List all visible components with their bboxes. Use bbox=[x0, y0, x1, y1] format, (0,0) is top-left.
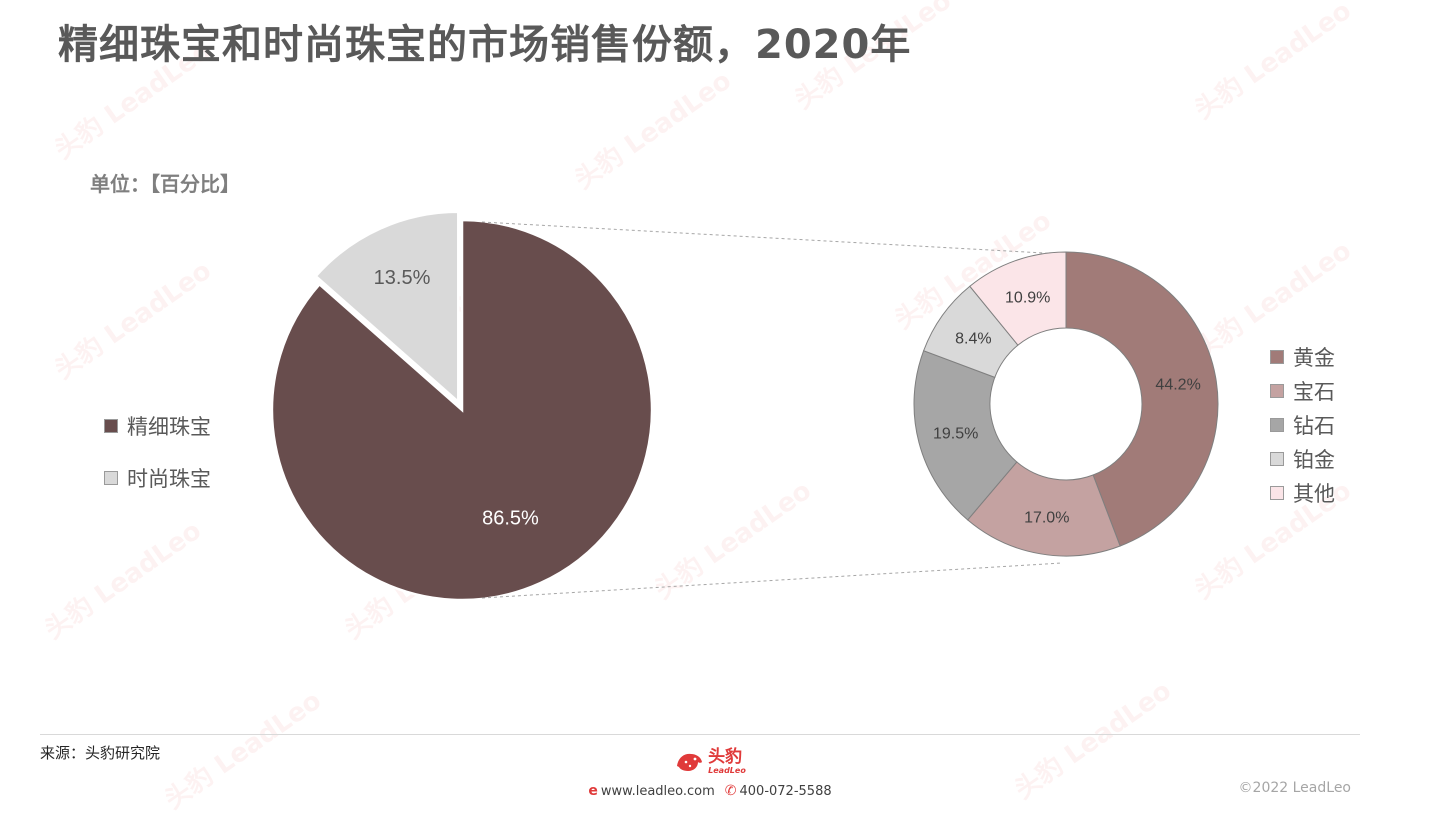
donut-data-label: 44.2% bbox=[1155, 376, 1200, 393]
pie-slice-1 bbox=[314, 210, 460, 405]
legend-swatch bbox=[1270, 486, 1284, 500]
page-title: 精细珠宝和时尚珠宝的市场销售份额，2020年 bbox=[58, 22, 912, 68]
legend-label: 时尚珠宝 bbox=[127, 467, 211, 491]
legend-label: 钻石 bbox=[1293, 414, 1335, 438]
connector-top bbox=[481, 221, 1063, 255]
donut-slice-0 bbox=[1065, 251, 1219, 547]
donut-slice-4 bbox=[969, 251, 1067, 346]
connector-bottom bbox=[481, 562, 1063, 599]
legend-label: 其他 bbox=[1293, 482, 1335, 506]
phone-icon: ✆ bbox=[724, 783, 737, 799]
donut-data-label: 19.5% bbox=[933, 426, 978, 443]
chart-area: 86.5% 13.5% 44.2% 17.0% 19.5% 8.4% 10.9% bbox=[270, 210, 1219, 602]
copyright: ©2022 LeadLeo bbox=[1238, 780, 1351, 796]
donut-legend-item: 宝石 bbox=[1270, 374, 1335, 408]
unit-label: 单位：【百分比】 bbox=[90, 172, 240, 196]
pie-data-label: 86.5% bbox=[482, 507, 539, 529]
website-link[interactable]: www.leadleo.com bbox=[600, 783, 715, 799]
pie-legend: 精细珠宝 时尚珠宝 bbox=[104, 400, 211, 504]
donut-legend-item: 钻石 bbox=[1270, 408, 1335, 442]
donut-data-label: 10.9% bbox=[1005, 290, 1050, 307]
pie-legend-item: 精细珠宝 bbox=[104, 400, 211, 452]
pie-data-label: 13.5% bbox=[374, 267, 431, 289]
leopard-logo-icon bbox=[677, 753, 703, 771]
footer-divider bbox=[40, 734, 1360, 735]
legend-swatch bbox=[1270, 384, 1284, 398]
donut-data-label: 17.0% bbox=[1024, 509, 1069, 526]
pie-legend-item: 时尚珠宝 bbox=[104, 452, 211, 504]
legend-swatch bbox=[104, 419, 118, 433]
web-icon: e bbox=[588, 783, 598, 799]
source-note: 来源：头豹研究院 bbox=[40, 744, 161, 762]
legend-label: 精细珠宝 bbox=[127, 415, 211, 439]
donut-slice-2 bbox=[913, 350, 1018, 521]
legend-swatch bbox=[1270, 418, 1284, 432]
footer-brand: 头豹 LeadLeo e www.leadleo.com ✆ 400-072-5… bbox=[580, 745, 840, 800]
donut-data-label: 8.4% bbox=[955, 331, 991, 348]
legend-swatch bbox=[1270, 452, 1284, 466]
legend-label: 宝石 bbox=[1293, 380, 1335, 404]
logo-cn: 头豹 bbox=[708, 747, 743, 767]
donut-legend: 黄金宝石钻石铂金其他 bbox=[1270, 340, 1335, 510]
logo: 头豹 LeadLeo bbox=[580, 745, 840, 779]
pie-slice-0 bbox=[270, 218, 654, 602]
legend-swatch bbox=[1270, 350, 1284, 364]
logo-en: LeadLeo bbox=[708, 766, 746, 775]
donut-legend-item: 黄金 bbox=[1270, 340, 1335, 374]
legend-swatch bbox=[104, 471, 118, 485]
phone-number: 400-072-5588 bbox=[739, 783, 832, 799]
donut-legend-item: 铂金 bbox=[1270, 442, 1335, 476]
contact-row: e www.leadleo.com ✆ 400-072-5588 bbox=[580, 783, 840, 799]
donut-legend-item: 其他 bbox=[1270, 476, 1335, 510]
legend-label: 黄金 bbox=[1293, 346, 1335, 370]
legend-label: 铂金 bbox=[1293, 448, 1335, 472]
